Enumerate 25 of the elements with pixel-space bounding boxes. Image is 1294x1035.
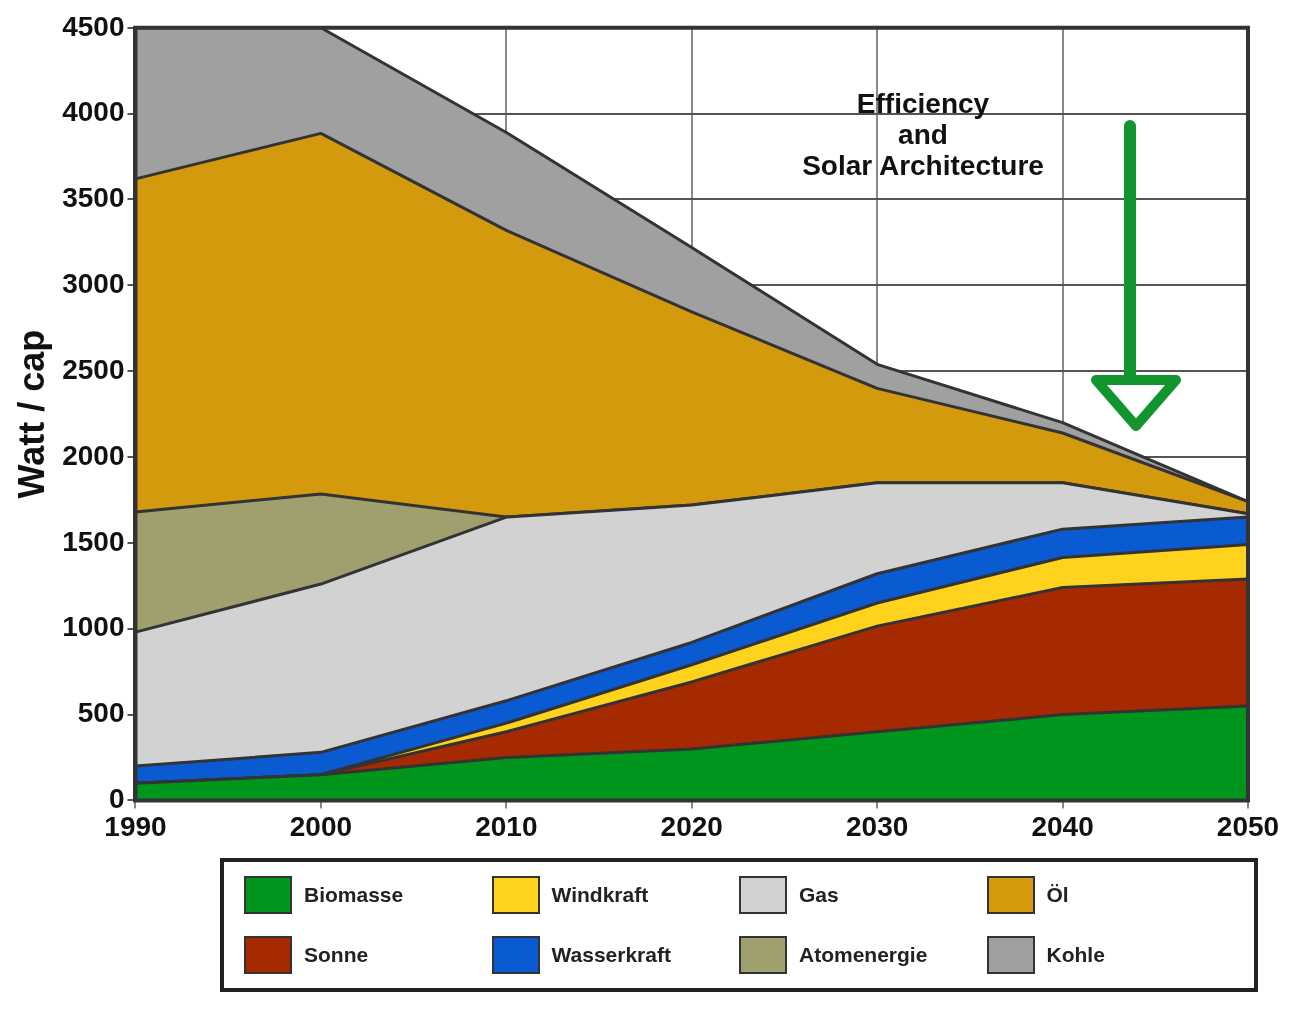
y-tick-label: 3500 (62, 182, 125, 214)
legend-label: Atomenergie (799, 943, 928, 967)
legend-label: Biomasse (304, 883, 404, 907)
y-axis-title: Watt / cap (10, 329, 52, 499)
y-tick-label: 1000 (62, 611, 125, 643)
y-tick-label: 2000 (62, 439, 125, 471)
x-tick-label: 2030 (846, 810, 909, 842)
legend-label: Wasserkraft (551, 943, 671, 967)
legend-label: Windkraft (551, 883, 649, 907)
x-tick-label: 2000 (289, 810, 353, 842)
y-tick-label: 3000 (62, 268, 125, 300)
y-tick-label: 4000 (62, 96, 125, 128)
x-tick-label: 2010 (475, 810, 538, 842)
legend-label: Öl (1046, 883, 1069, 907)
y-tick-label: 2500 (62, 353, 125, 385)
legend-label: Kohle (1046, 943, 1105, 967)
y-tick-label: 4500 (62, 10, 125, 42)
legend-label: Sonne (304, 943, 369, 967)
legend-label: Gas (799, 883, 839, 907)
y-tick-label: 500 (77, 697, 125, 729)
y-tick-label: 1500 (62, 525, 125, 557)
x-tick-label: 2050 (1216, 810, 1280, 842)
x-tick-label: 2040 (1031, 810, 1094, 842)
x-tick-label: 2020 (660, 810, 723, 842)
annotation: Efficiency and Solar Architecture (801, 88, 1045, 181)
